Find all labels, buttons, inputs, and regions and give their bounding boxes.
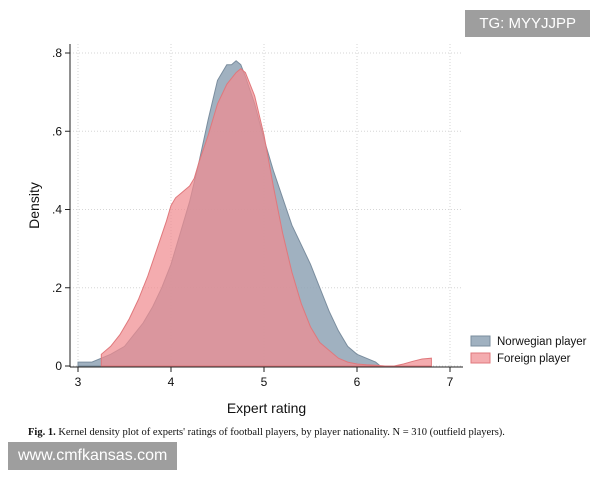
axes: [65, 44, 463, 372]
y-tick-label: .6: [52, 124, 62, 138]
density-area-foreign: [100, 68, 432, 367]
y-tick-label: .4: [52, 203, 62, 217]
legend-swatch-norwegian: [470, 335, 491, 347]
legend-swatch-foreign: [470, 352, 491, 364]
x-tick-label: 7: [447, 375, 454, 389]
x-tick-label: 5: [261, 375, 268, 389]
watermark-top: TG: MYYJJPP: [465, 10, 590, 37]
y-tick-label: .8: [52, 46, 62, 60]
y-tick-label: .2: [52, 281, 62, 295]
caption-text: Kernel density plot of experts' ratings …: [55, 427, 505, 438]
legend: Norwegian player Foreign player: [470, 335, 587, 365]
x-tick-label: 3: [75, 375, 82, 389]
caption-label: Fig. 1.: [28, 427, 56, 438]
density-areas: [77, 60, 432, 367]
x-tick-label: 4: [168, 375, 175, 389]
tick-labels: 3 4 5 6 7 0 .2 .4 .6 .8: [52, 46, 454, 389]
y-axis-label: Density: [26, 182, 42, 229]
legend-label-foreign: Foreign player: [497, 353, 571, 365]
x-tick-label: 6: [354, 375, 361, 389]
legend-label-norwegian: Norwegian player: [497, 336, 587, 348]
figure-caption: Fig. 1. Kernel density plot of experts' …: [28, 427, 588, 438]
x-axis-label: Expert rating: [227, 400, 306, 416]
y-tick-label: 0: [55, 359, 62, 373]
watermark-bottom: www.cmfkansas.com: [8, 442, 178, 470]
